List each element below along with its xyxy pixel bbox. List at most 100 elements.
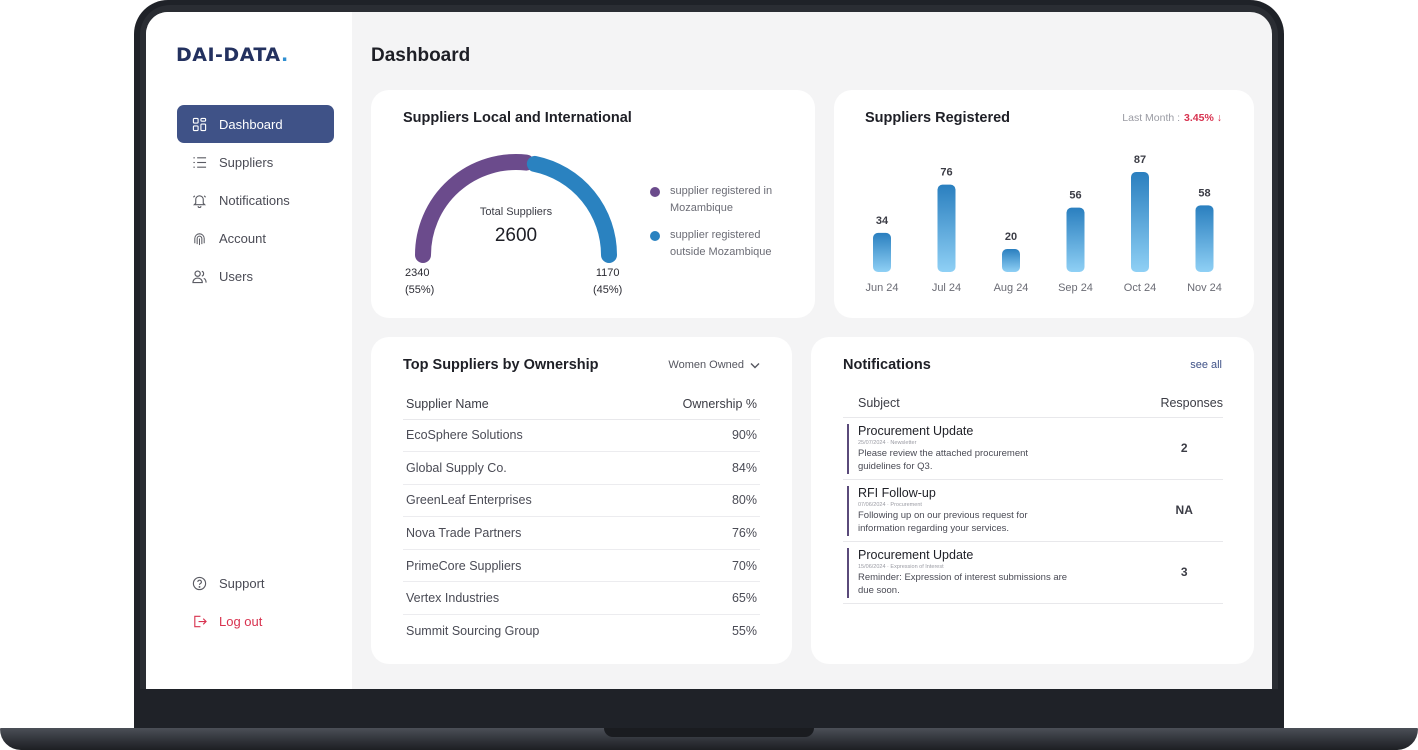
last-month-delta: 3.45% ↓ [1184, 112, 1222, 124]
notification-subject: RFI Follow-up [858, 485, 936, 500]
list-icon [191, 154, 207, 170]
laptop-bottom-bezel [134, 689, 1284, 730]
help-icon [191, 575, 207, 591]
notification-row[interactable]: Procurement Update 15/06/2024 · Expressi… [843, 541, 1223, 604]
table-row[interactable]: GreenLeaf Enterprises 80% [403, 484, 760, 518]
ownership-pct: 90% [627, 419, 760, 453]
notification-meta: 25/07/2024 · Newsletter [858, 439, 917, 446]
supplier-name: Global Supply Co. [403, 451, 628, 485]
sidebar-item-notifications[interactable]: Notifications [177, 181, 334, 219]
legend-item-international: supplier registered outside Mozambique [650, 227, 790, 261]
users-icon [191, 268, 207, 284]
notification-tag: Procurement [890, 501, 922, 508]
bell-icon [191, 192, 207, 208]
bar-value-label: 34 [876, 215, 889, 227]
card-title: Suppliers Registered [865, 110, 1011, 126]
suppliers-registered-card: Suppliers Registered Last Month :3.45% ↓… [834, 90, 1254, 318]
notification-responses: 3 [1145, 541, 1223, 604]
logout-icon [191, 613, 207, 629]
table-row[interactable]: Summit Sourcing Group 55% [403, 615, 760, 648]
card-title: Notifications [843, 357, 931, 373]
sidebar-nav: Dashboard Suppliers Notifications Accoun… [177, 105, 334, 295]
card-title: Suppliers Local and International [403, 110, 632, 126]
table-row[interactable]: Global Supply Co. 84% [403, 451, 760, 485]
bar-value-label: 87 [1134, 154, 1146, 166]
sidebar-item-label: Notifications [219, 192, 290, 208]
x-tick-label: Sep 24 [1058, 282, 1093, 294]
bar-nov-24[interactable] [1195, 205, 1214, 272]
notification-row[interactable]: RFI Follow-up 07/06/2024 · Procurement F… [843, 479, 1223, 542]
gauge-legend: supplier registered in Mozambique suppli… [650, 183, 790, 271]
table-row[interactable]: Vertex Industries 65% [403, 581, 760, 616]
bar-value-label: 58 [1198, 187, 1210, 199]
supplier-name: GreenLeaf Enterprises [403, 484, 628, 518]
legend-dot [650, 187, 660, 197]
bar-value-label: 76 [940, 167, 952, 179]
ownership-pct: 76% [627, 516, 760, 550]
gauge-local-value: 2340 (55%) [405, 265, 434, 299]
bar-aug-24[interactable] [1002, 249, 1020, 272]
notifications-card: Notifications see all Subject Responses … [811, 337, 1254, 664]
see-all-link[interactable]: see all [1190, 359, 1222, 371]
bar-jul-24[interactable] [937, 184, 956, 272]
ownership-pct: 55% [731, 624, 757, 639]
notification-accent-bar [847, 485, 849, 536]
sidebar-item-dashboard[interactable]: Dashboard [177, 105, 334, 143]
gauge-arc-local [415, 154, 535, 263]
x-tick-label: Oct 24 [1124, 282, 1156, 294]
notification-row[interactable]: Procurement Update 25/07/2024 · Newslett… [843, 417, 1223, 480]
notifications-table: Subject Responses Procurement Update 25/… [843, 389, 1223, 604]
notification-meta: 07/06/2024 · Procurement [858, 501, 922, 508]
sidebar-item-label: Suppliers [219, 154, 274, 170]
page-title: Dashboard [371, 45, 471, 66]
ownership-filter-dropdown[interactable]: Women Owned [668, 359, 760, 371]
sidebar: DAI-DATA. Dashboard Suppliers Notificati… [146, 12, 352, 689]
ownership-pct: 84% [627, 451, 760, 485]
sidebar-item-support[interactable]: Support [177, 564, 334, 602]
table-header-row: Supplier Name Ownership % [403, 389, 760, 420]
legend-label: supplier registered outside Mozambique [670, 229, 772, 258]
supplier-name: EcoSphere Solutions [403, 419, 628, 453]
supplier-name: Summit Sourcing Group [406, 624, 540, 639]
last-month-label: Last Month : [1122, 112, 1181, 124]
chevron-down-icon [750, 362, 760, 368]
table-header-row: Subject Responses [843, 389, 1223, 418]
x-tick-label: Jun 24 [865, 282, 898, 294]
bar-value-label: 20 [1005, 231, 1017, 243]
supplier-name: PrimeCore Suppliers [403, 549, 628, 583]
column-header-responses: Responses [1145, 389, 1223, 418]
notification-body: Please review the attached procurement g… [858, 447, 1029, 473]
bar-jun-24[interactable] [873, 232, 891, 272]
ownership-pct: 80% [627, 484, 760, 518]
table-row[interactable]: EcoSphere Solutions 90% [403, 419, 760, 453]
table-row[interactable]: PrimeCore Suppliers 70% [403, 549, 760, 583]
column-header-supplier: Supplier Name [403, 389, 628, 420]
ownership-pct: 70% [627, 549, 760, 583]
notification-date: 15/06/2024 [858, 563, 886, 570]
bar-oct-24[interactable] [1131, 172, 1149, 272]
bar-sep-24[interactable] [1066, 207, 1085, 272]
logout-button[interactable]: Log out [177, 602, 334, 640]
table-row[interactable]: Nova Trade Partners 76% [403, 516, 760, 550]
sidebar-item-account[interactable]: Account [177, 219, 334, 257]
notification-date: 07/06/2024 [858, 501, 886, 508]
gauge-local-count: 2340 [405, 267, 430, 279]
last-month-stat: Last Month :3.45% ↓ [1122, 112, 1222, 124]
sidebar-item-label: Dashboard [219, 116, 283, 132]
sidebar-item-users[interactable]: Users [177, 257, 334, 295]
notification-responses: 2 [1145, 417, 1223, 480]
laptop-base [0, 728, 1418, 750]
filter-value: Women Owned [668, 359, 744, 371]
sidebar-item-label: Support [219, 575, 265, 591]
column-header-ownership: Ownership % [627, 389, 760, 420]
sidebar-item-suppliers[interactable]: Suppliers [177, 143, 334, 181]
brand-logo[interactable]: DAI-DATA. [176, 44, 289, 66]
notification-subject: Procurement Update [858, 547, 974, 562]
column-header-subject: Subject [843, 389, 1146, 418]
grid-icon [191, 116, 207, 132]
gauge-intl-count: 1170 [595, 267, 620, 279]
laptop-notch [604, 728, 814, 737]
bar-value-label: 56 [1069, 190, 1081, 202]
notification-body: Following up on our previous request for… [858, 509, 1028, 535]
notification-responses: NA [1145, 479, 1223, 542]
